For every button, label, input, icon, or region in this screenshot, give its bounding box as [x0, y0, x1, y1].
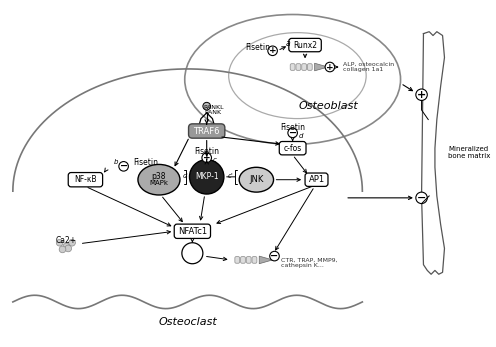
Ellipse shape — [229, 33, 366, 119]
Polygon shape — [314, 63, 328, 71]
Text: NF-κB: NF-κB — [74, 175, 97, 184]
Text: c-fos: c-fos — [284, 144, 302, 153]
Circle shape — [288, 128, 298, 138]
FancyBboxPatch shape — [290, 64, 295, 70]
Text: CTR, TRAP, MMP9,
cathepsin K...: CTR, TRAP, MMP9, cathepsin K... — [281, 257, 338, 268]
Text: Fisetin: Fisetin — [194, 146, 219, 155]
Text: MAPk: MAPk — [149, 179, 169, 186]
Circle shape — [416, 89, 427, 100]
Circle shape — [270, 251, 279, 261]
Text: +: + — [269, 46, 276, 55]
FancyBboxPatch shape — [235, 256, 240, 263]
FancyBboxPatch shape — [302, 64, 307, 70]
Text: −: − — [289, 128, 297, 138]
Text: NFATc1: NFATc1 — [178, 227, 207, 236]
FancyBboxPatch shape — [296, 64, 301, 70]
Text: Osteoblast: Osteoblast — [298, 101, 358, 111]
Circle shape — [182, 243, 203, 264]
Text: Ca2+: Ca2+ — [56, 236, 77, 245]
Circle shape — [416, 192, 427, 204]
Circle shape — [57, 239, 63, 246]
Circle shape — [325, 62, 335, 72]
Circle shape — [65, 245, 71, 252]
FancyBboxPatch shape — [241, 256, 246, 263]
FancyBboxPatch shape — [247, 256, 251, 263]
Text: Fisetin: Fisetin — [245, 43, 270, 52]
Circle shape — [268, 46, 277, 56]
Ellipse shape — [138, 164, 180, 195]
FancyBboxPatch shape — [279, 142, 306, 155]
Text: Mineralized
bone matrix: Mineralized bone matrix — [448, 146, 491, 160]
FancyBboxPatch shape — [305, 173, 328, 186]
FancyBboxPatch shape — [174, 224, 210, 238]
Circle shape — [63, 243, 69, 250]
Text: b: b — [114, 159, 118, 164]
FancyBboxPatch shape — [308, 64, 312, 70]
Text: Fisetin: Fisetin — [280, 123, 305, 132]
Text: Runx2: Runx2 — [293, 41, 317, 50]
Text: ALP, osteocalcin
collagen 1a1: ALP, osteocalcin collagen 1a1 — [343, 62, 394, 73]
FancyBboxPatch shape — [252, 256, 257, 263]
Text: −: − — [270, 251, 279, 261]
Text: +: + — [326, 62, 334, 71]
Circle shape — [189, 160, 224, 194]
Text: AP1: AP1 — [309, 175, 324, 184]
Circle shape — [202, 153, 211, 162]
Text: +: + — [203, 153, 210, 162]
Text: RANKL: RANKL — [203, 105, 224, 110]
FancyBboxPatch shape — [188, 124, 225, 138]
Text: a: a — [286, 39, 290, 48]
Text: −: − — [417, 193, 426, 203]
Circle shape — [69, 239, 75, 246]
Text: TRAF6: TRAF6 — [193, 127, 220, 136]
Circle shape — [203, 102, 210, 110]
Text: RANK: RANK — [205, 110, 222, 115]
Text: MKP-1: MKP-1 — [195, 172, 219, 181]
Text: +: + — [417, 90, 426, 100]
Text: c': c' — [183, 173, 188, 179]
Ellipse shape — [239, 167, 274, 192]
Text: −: − — [120, 161, 127, 171]
Text: JNK: JNK — [249, 175, 263, 184]
Text: c': c' — [228, 173, 234, 179]
FancyBboxPatch shape — [68, 172, 103, 187]
Text: c: c — [212, 156, 216, 163]
FancyBboxPatch shape — [289, 39, 321, 52]
Circle shape — [119, 162, 128, 171]
Polygon shape — [259, 256, 273, 264]
Text: d: d — [299, 133, 303, 139]
Ellipse shape — [185, 15, 401, 144]
Circle shape — [59, 246, 66, 253]
Text: Osteoclast: Osteoclast — [158, 317, 217, 327]
Text: Fisetin: Fisetin — [133, 158, 158, 167]
Text: p38: p38 — [152, 172, 166, 181]
